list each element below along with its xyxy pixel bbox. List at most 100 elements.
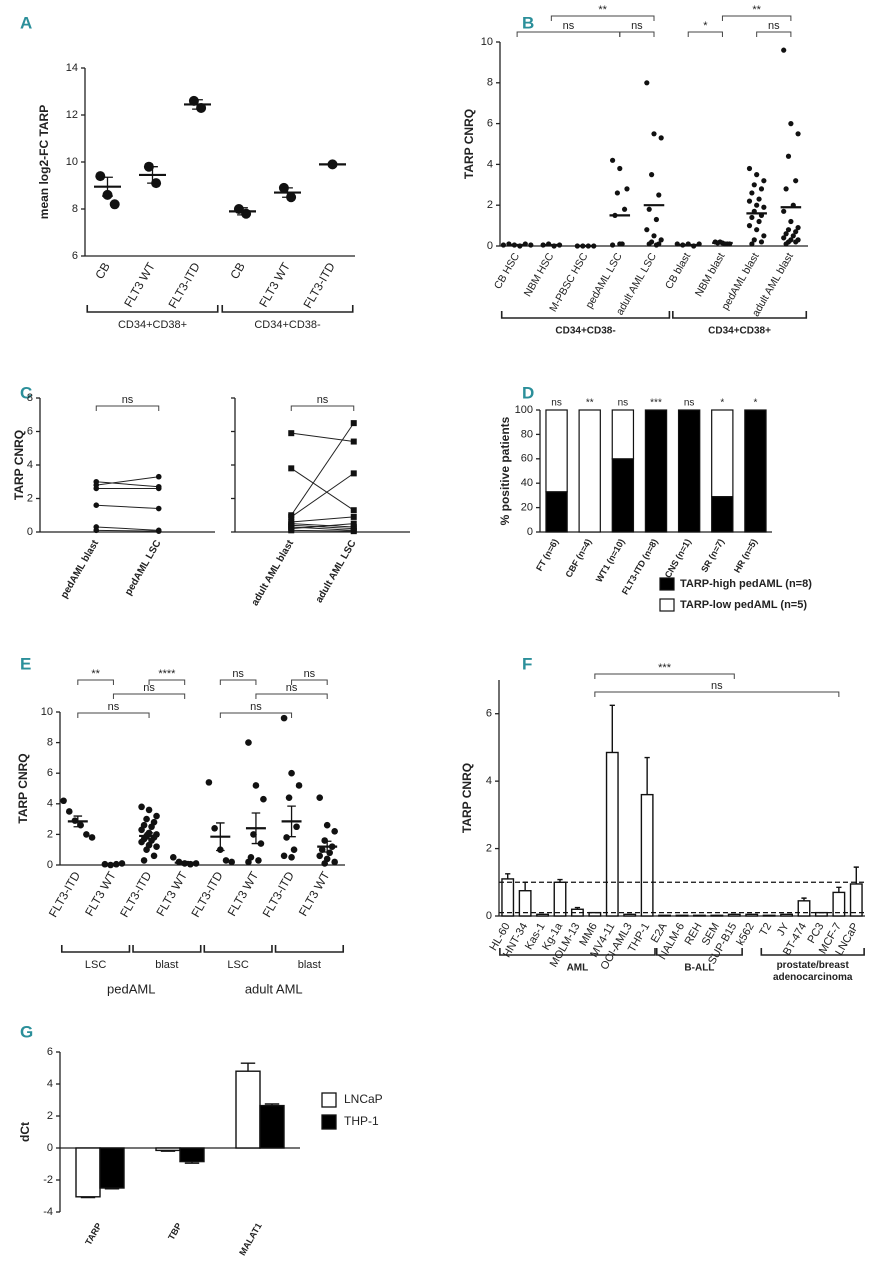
data-point	[316, 852, 324, 860]
data-point	[751, 237, 757, 243]
data-point	[761, 204, 767, 210]
group-label: prostate/breast adenocarcinoma	[772, 960, 853, 983]
data-point	[500, 242, 507, 248]
bar-segment	[711, 409, 734, 498]
legend-label: LNCaP	[344, 1092, 383, 1106]
error-bar	[282, 187, 293, 198]
group-label: CD34+CD38-	[254, 319, 321, 331]
error-bar	[240, 1062, 256, 1072]
data-point	[288, 465, 295, 472]
significance-label: *	[753, 398, 757, 409]
x-tick-label: CB blast	[663, 251, 693, 291]
data-point	[280, 852, 288, 860]
comparison-label: ns	[563, 20, 575, 32]
bar	[727, 913, 741, 917]
y-tick-label: 0	[27, 526, 33, 538]
group-label: CD34+CD38+	[118, 319, 187, 331]
data-point	[155, 485, 162, 492]
comparison-bracket	[687, 31, 723, 37]
legend-label: THP-1	[344, 1114, 379, 1128]
comparison-label: ns	[286, 682, 298, 694]
comparison-label: ns	[631, 20, 643, 32]
data-point	[288, 769, 295, 777]
y-tick-label: 12	[66, 109, 78, 121]
data-point	[150, 852, 158, 860]
data-point	[749, 190, 755, 196]
legend-swatch	[321, 1092, 337, 1108]
y-tick-label: 10	[66, 156, 78, 168]
data-point	[758, 239, 765, 245]
error-bar	[180, 860, 189, 865]
panel-letter: C	[20, 383, 32, 402]
y-tick-label: 80	[521, 428, 533, 440]
data-point	[323, 821, 331, 829]
x-tick-label: T2	[757, 921, 774, 938]
comparison-bracket	[619, 31, 655, 37]
bar	[553, 881, 567, 917]
data-point	[621, 206, 628, 212]
data-point	[793, 229, 799, 235]
data-point	[350, 420, 357, 427]
group-label: adult AML	[245, 981, 303, 996]
data-point	[754, 202, 760, 208]
comparison-bracket	[77, 712, 150, 718]
error-bar	[80, 1196, 96, 1199]
pair-line	[290, 422, 355, 516]
group-label: pedAML	[107, 981, 155, 996]
x-tick-label: FLT3-ITD	[117, 869, 155, 920]
group-bracket	[203, 945, 273, 953]
y-tick-label: 6	[27, 425, 33, 437]
x-tick-label: NBM blast	[693, 251, 728, 299]
x-tick-label: CB	[92, 260, 112, 281]
pair-line	[96, 481, 159, 488]
data-point	[749, 241, 755, 247]
group-label: blast	[298, 959, 321, 971]
x-tick-label: FLT3-ITD	[46, 869, 84, 920]
comparison-label: **	[752, 4, 761, 16]
data-point	[656, 192, 662, 198]
bar	[259, 1104, 285, 1149]
legend-label: TARP-low pedAML (n=5)	[680, 599, 807, 611]
group-bracket	[221, 305, 354, 313]
error-bar	[574, 906, 581, 910]
data-point	[316, 794, 324, 801]
data-point	[245, 739, 252, 746]
data-point	[250, 831, 257, 838]
data-point	[93, 485, 100, 492]
error-bar	[505, 873, 511, 879]
y-tick-label: 2	[486, 842, 492, 854]
data-point	[222, 857, 230, 864]
data-point	[624, 186, 630, 192]
comparison-label: *	[703, 20, 708, 32]
comparison-label: ns	[317, 394, 329, 406]
data-point	[350, 513, 357, 520]
data-point	[761, 233, 767, 239]
data-point	[783, 186, 789, 192]
data-point	[143, 815, 150, 823]
data-point	[749, 214, 755, 221]
comparison-label: ns	[768, 20, 780, 32]
comparison-label: **	[598, 4, 607, 16]
data-point	[754, 227, 760, 233]
y-tick-label: 10	[481, 36, 493, 48]
bar-segment	[744, 409, 767, 533]
y-tick-label: -4	[43, 1206, 53, 1218]
bar	[99, 1147, 125, 1189]
y-tick-label: 0	[47, 1142, 53, 1154]
data-point	[350, 528, 357, 535]
pair-line	[96, 526, 159, 531]
group-label: blast	[155, 959, 178, 971]
data-point	[785, 153, 792, 159]
bar	[658, 914, 672, 917]
bar	[155, 1147, 181, 1152]
data-point	[155, 473, 162, 480]
x-tick-label: WT1 (n=10)	[594, 537, 627, 584]
x-tick-label: FLT3-ITD (n=8)	[620, 537, 660, 596]
y-tick-label: 100	[515, 404, 533, 416]
data-point	[528, 242, 534, 248]
comparison-bracket	[95, 405, 160, 411]
legend-swatch	[659, 577, 675, 591]
data-point	[793, 178, 799, 184]
data-point	[257, 840, 265, 847]
data-point	[245, 858, 252, 866]
